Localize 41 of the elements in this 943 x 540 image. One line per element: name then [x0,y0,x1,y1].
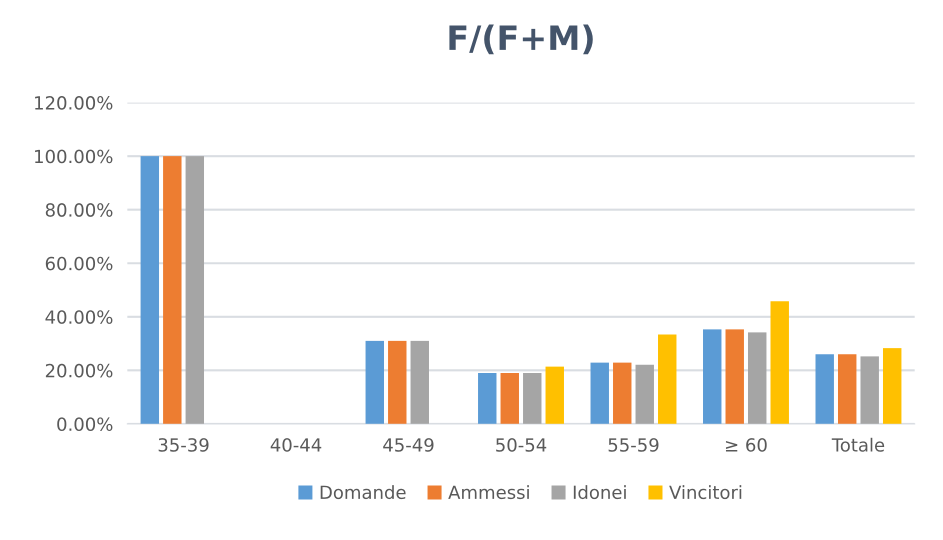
x-tick-label: Totale [832,438,884,452]
x-tick-label: 45-49 [383,438,434,452]
legend-label: Vincitori [669,485,742,500]
bar [726,329,744,424]
bar [186,156,204,424]
x-tick-label: 55-59 [608,438,658,452]
bar [815,354,834,424]
y-tick-label: 20.00% [46,364,112,378]
bar [410,340,429,424]
x-tick-label: 40-44 [270,438,322,452]
legend-label: Idonei [574,485,626,500]
legend-label: Domande [320,485,406,500]
bar [860,356,879,424]
bar [523,373,542,424]
bar [140,156,160,424]
y-tick-label: 0.00% [57,417,112,432]
bar [703,329,722,424]
legend-label: Ammessi [448,485,529,500]
bar [613,362,632,424]
bar [770,301,789,424]
bar [636,364,654,424]
bar [882,348,902,424]
bar [388,340,406,424]
bar [748,332,766,424]
bar [478,373,496,424]
bar [590,362,609,424]
bar [366,340,384,424]
x-tick-label: 50-54 [496,438,546,452]
x-tick-label: ≥ 60 [726,438,767,452]
bar [546,366,564,424]
y-tick-label: 120.00% [35,96,112,110]
y-tick-label: 80.00% [46,203,112,217]
y-tick-label: 60.00% [46,256,112,270]
bar [658,334,676,424]
bar [500,373,519,424]
y-tick-label: 100.00% [35,150,112,164]
bar [838,354,856,424]
chart-title: F/(F+M) [449,24,593,54]
bar [163,156,182,424]
y-tick-label: 40.00% [45,310,112,324]
x-tick-label: 35-39 [158,438,209,452]
